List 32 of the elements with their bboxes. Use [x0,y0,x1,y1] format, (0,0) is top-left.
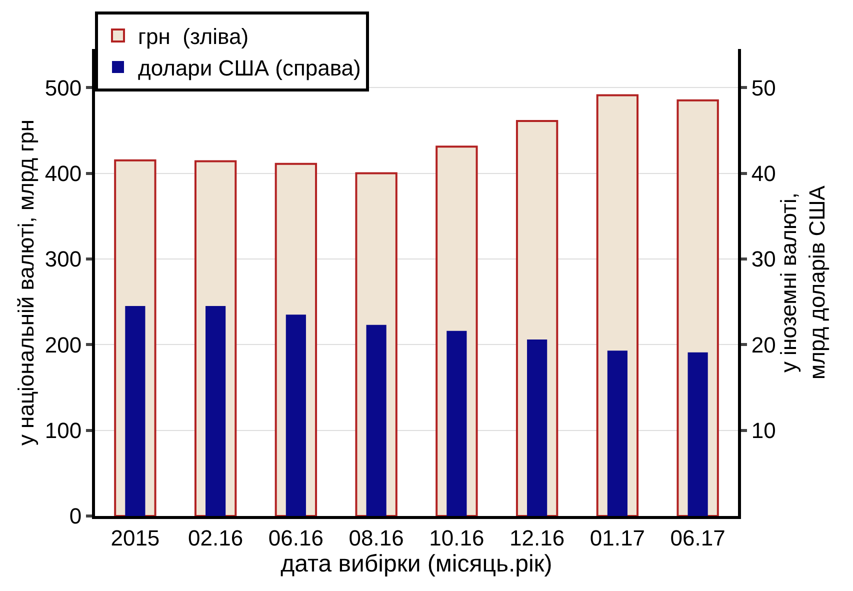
bar [607,350,628,516]
x-tick-label: 01.17 [590,525,645,550]
bar [527,339,548,516]
y-tick-label: 400 [44,160,82,186]
bar [688,352,708,516]
x-tick-label: 08.16 [348,525,404,550]
legend-label: грн (зліва) [138,24,249,50]
y-tick-label: 300 [44,246,82,272]
bar [286,314,306,516]
bar [446,330,467,516]
y2-tick-label: 50 [751,75,776,100]
y-axis-title: у національній валюті, млрд грн [14,119,39,446]
x-axis-title: дата вибірки (місяць.рік) [280,550,552,578]
bar [366,324,386,516]
x-tick-label: 06.16 [268,525,324,550]
x-tick-label: 06.17 [670,525,726,550]
y2-tick-label: 30 [751,246,776,272]
y-tick-label: 100 [44,418,82,444]
y-tick-label: 500 [44,75,82,100]
y2-tick-label: 40 [751,160,776,186]
y-tick-label: 0 [69,504,82,529]
y2-tick-label: 10 [751,418,776,444]
bar [206,306,226,516]
y2-tick-label: 20 [751,332,776,358]
legend-label: долари США (справа) [138,56,361,81]
x-tick-label: 02.16 [188,525,244,550]
x-tick-label: 12.16 [510,525,565,550]
x-tick-label: 10.16 [429,525,484,550]
y2-axis-title: у іноземні валюті, млрд доларів США [776,185,830,380]
y-tick-label: 200 [44,332,82,358]
bar [125,306,146,516]
x-tick-label: 2015 [110,525,160,550]
